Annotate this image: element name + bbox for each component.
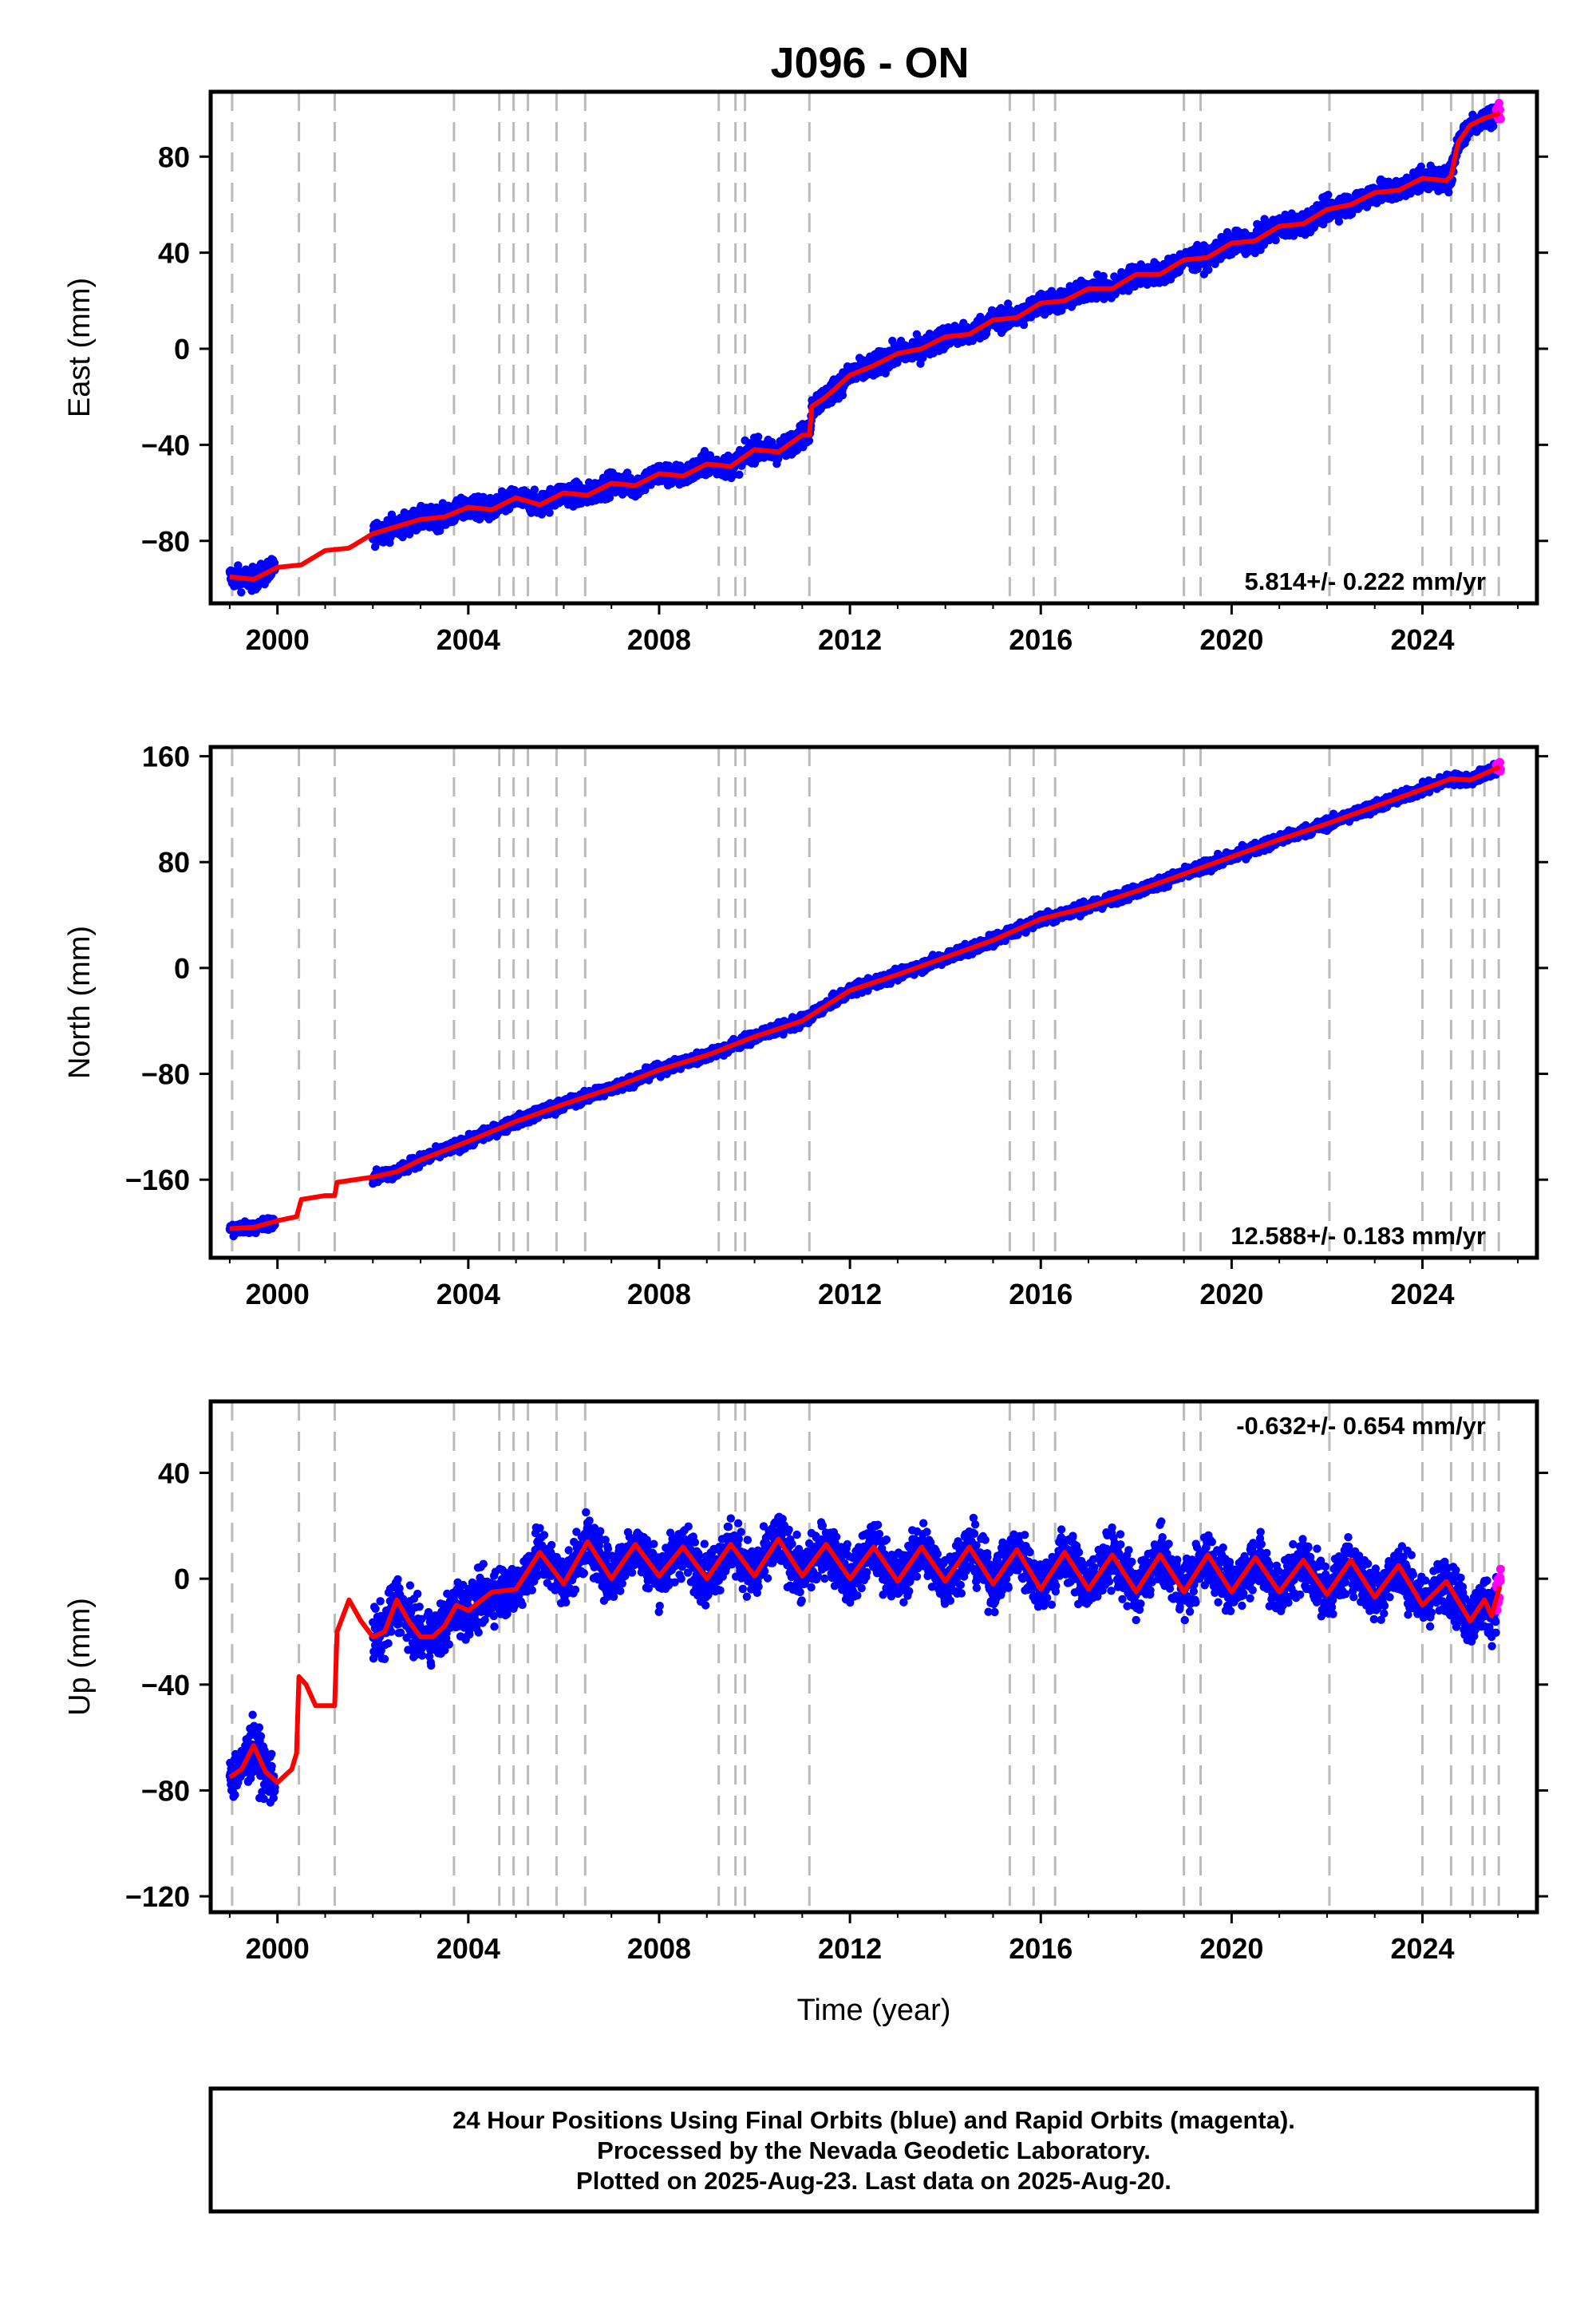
data-point [1416,162,1426,171]
data-point [1334,217,1344,226]
y-tick-label: 0 [174,333,190,366]
data-point [1489,122,1498,131]
rapid-point [1495,98,1503,108]
data-point [838,391,847,400]
x-tick-label: 2012 [818,623,882,656]
y-tick-label: 80 [158,140,190,173]
x-tick-label: 2016 [1009,623,1073,656]
rapid-point [1495,114,1505,124]
data-point [405,530,414,539]
data-point [1019,320,1029,330]
x-tick-label: 2000 [246,623,310,656]
data-point [753,433,763,441]
plot-area [225,92,1505,603]
data-point [1100,294,1108,303]
data-point [530,485,539,494]
north-panel: 2000 2004 2008 2012 2016 2020 2024−160−8008016… [63,741,1548,1310]
y-tick-label: 40 [158,237,190,270]
data-point [1099,271,1108,281]
data-point [1204,265,1213,275]
data-point [735,470,744,479]
figure-title: J096 - ON [770,39,969,87]
data-point [804,437,814,445]
data-point [1271,235,1280,245]
data-point [1004,299,1013,308]
y-tick-label: −40 [141,429,190,461]
east-panel: 2000 2004 2008 2012 2016 2020 2024 −80 −40 0 40 80 E… [63,89,1548,656]
data-point [1324,191,1333,200]
plot-frame [208,89,1539,606]
x-tick-label: 2008 [627,623,691,656]
x-tick-label: 2004 [437,623,500,656]
data-point [605,493,614,502]
x-tick-label: 2024 [1390,623,1454,656]
data-point [1444,188,1453,197]
y-tick-label: −80 [141,525,190,558]
plot-area [225,747,1505,1258]
y-axis-label: East (mm) [63,278,97,417]
velocity-rate-label: 5.814+/- 0.222 mm/yr [1245,567,1486,595]
data-point [270,559,279,567]
data-point [545,508,554,517]
model-line [229,111,1501,582]
x-tick-label: 2020 [1199,623,1263,656]
data-point [237,588,246,597]
